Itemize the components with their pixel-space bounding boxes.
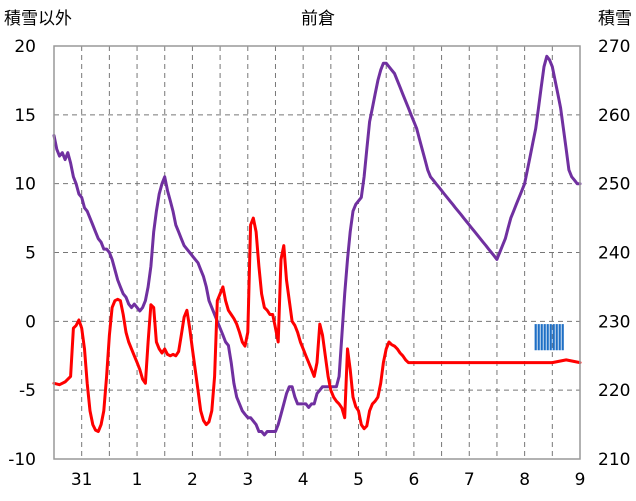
left-axis-label: 積雪以外 [4, 9, 72, 29]
left-tick-label: -5 [19, 381, 36, 401]
x-tick-label: 31 [71, 470, 93, 490]
x-tick-label: 8 [519, 470, 530, 490]
left-tick-label: 0 [25, 312, 36, 332]
right-tick-label: 240 [598, 244, 630, 264]
series-line-snow [52, 54, 582, 437]
x-tick-label: 3 [242, 470, 253, 490]
x-tick-label: 6 [408, 470, 419, 490]
left-tick-label: 15 [14, 106, 36, 126]
x-tick-label: 5 [353, 470, 364, 490]
left-tick-label: 5 [25, 244, 36, 264]
right-tick-label: 270 [598, 37, 630, 57]
right-tick-label: 210 [598, 450, 630, 470]
series-line-other [52, 216, 582, 433]
x-tick-label: 4 [298, 470, 309, 490]
left-axis-ticks: 20 15 10 5 0 -5 -10 [8, 37, 36, 470]
x-tick-label: 1 [132, 470, 143, 490]
right-tick-label: 230 [598, 312, 630, 332]
right-axis-ticks: 270 260 250 240 230 220 210 [598, 37, 630, 470]
right-tick-label: 260 [598, 106, 630, 126]
chart-title: 前倉 [301, 9, 335, 29]
x-tick-label: 7 [464, 470, 475, 490]
right-tick-label: 220 [598, 381, 630, 401]
right-tick-label: 250 [598, 175, 630, 195]
right-axis-label: 積雪 [598, 9, 632, 29]
x-tick-label: 9 [575, 470, 586, 490]
x-axis-ticks: 31 1 2 3 4 5 6 7 8 9 [71, 470, 586, 490]
left-tick-label: 10 [14, 175, 36, 195]
series-layer [52, 54, 582, 437]
left-tick-label: -10 [8, 450, 36, 470]
x-tick-label: 2 [187, 470, 198, 490]
plot-area-frame [53, 45, 581, 460]
left-tick-label: 20 [14, 37, 36, 57]
